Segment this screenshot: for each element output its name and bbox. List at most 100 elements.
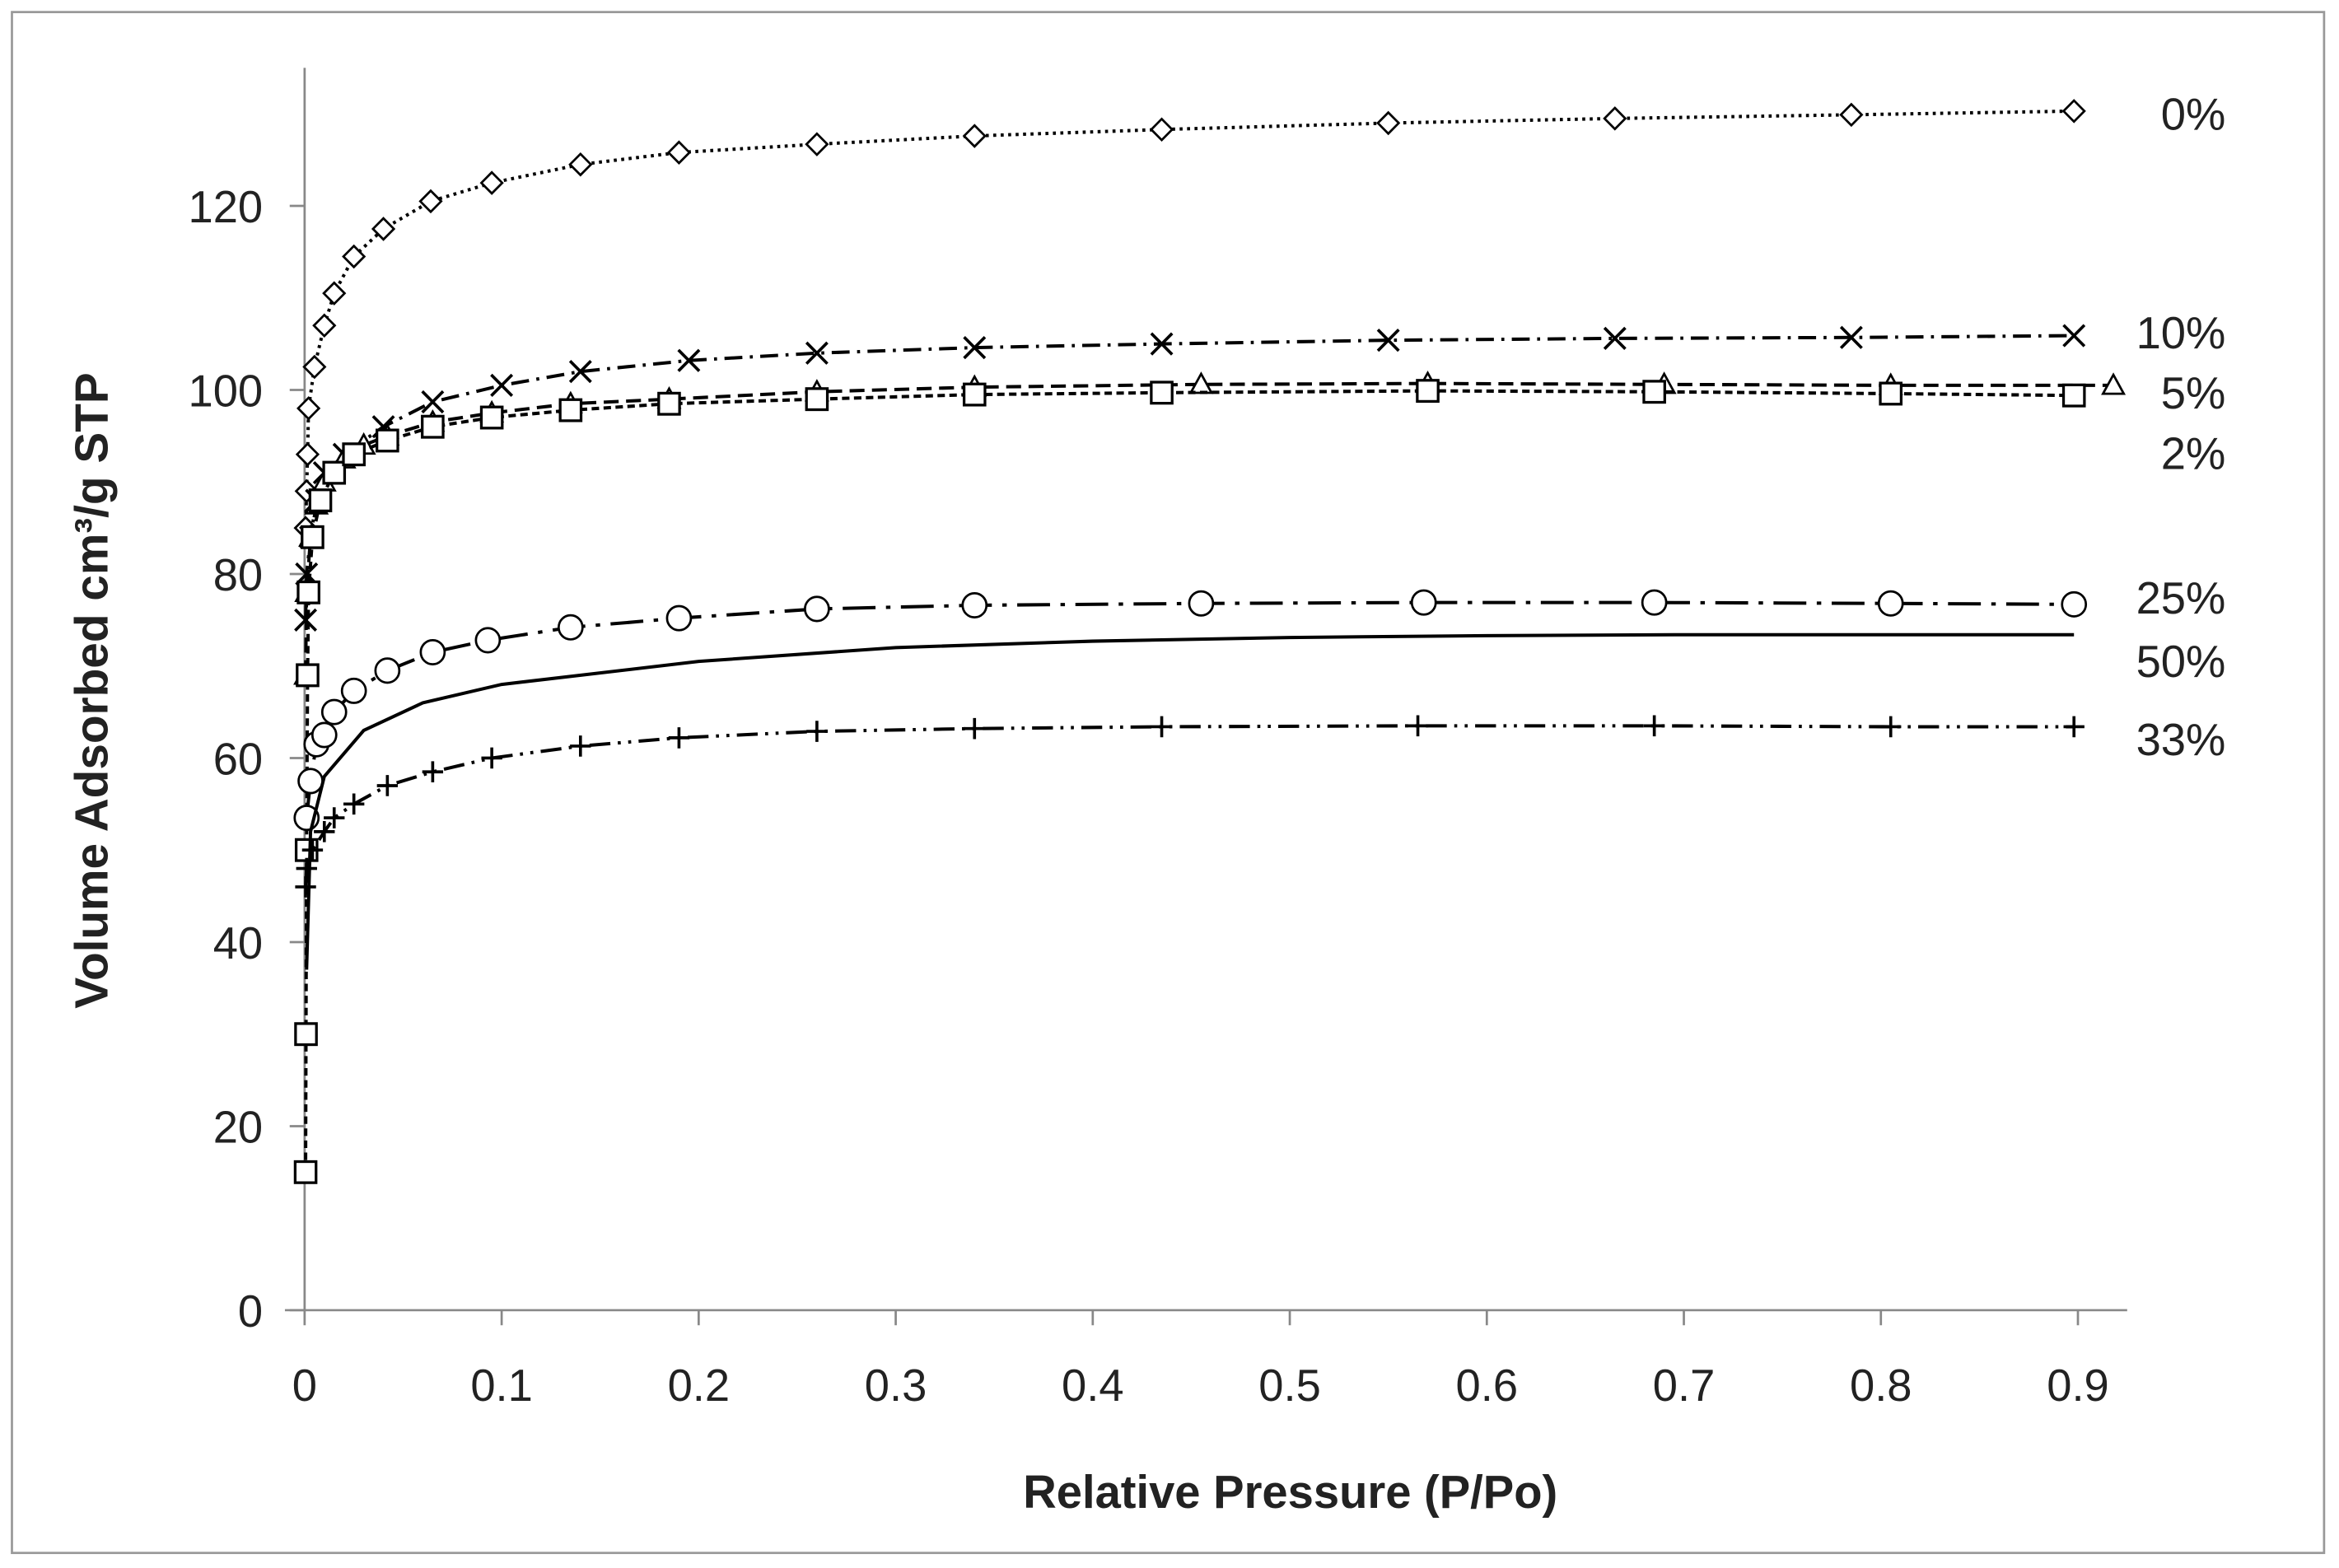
marker: [308, 488, 333, 513]
marker: [312, 313, 337, 338]
marker: [419, 638, 446, 665]
marker: [1410, 589, 1437, 616]
marker: [568, 360, 592, 384]
x-axis-title: Relative Pressure (P/Po): [1023, 1465, 1557, 1517]
y-tick-label: 120: [189, 182, 264, 232]
marker: [371, 217, 396, 241]
y-tick-label: 100: [189, 366, 264, 416]
marker: [1877, 590, 1904, 617]
marker: [962, 124, 987, 148]
series: 25%: [293, 573, 2226, 832]
series-label: 33%: [2136, 715, 2226, 765]
marker: [418, 189, 443, 214]
marker: [296, 663, 320, 688]
marker: [320, 698, 348, 726]
marker: [310, 721, 338, 749]
series-line: [305, 632, 2075, 970]
series-line: [304, 724, 2075, 888]
marker: [474, 627, 502, 654]
marker: [296, 857, 317, 880]
y-tick-label: 40: [213, 918, 263, 968]
marker: [314, 821, 335, 842]
x-tick-label: 0.1: [470, 1360, 533, 1411]
marker: [421, 414, 445, 439]
marker: [490, 373, 514, 398]
marker: [295, 441, 320, 467]
marker: [376, 775, 399, 796]
marker: [1149, 117, 1174, 142]
marker: [806, 721, 828, 742]
chart-frame: [11, 11, 2326, 1555]
marker: [558, 398, 583, 422]
marker: [1407, 715, 1429, 737]
x-tick-label: 0.4: [1062, 1360, 1124, 1411]
y-tick-label: 20: [213, 1102, 263, 1152]
x-tick-label: 0.3: [865, 1360, 927, 1411]
marker: [340, 677, 367, 704]
marker: [961, 591, 988, 618]
x-tick-label: 0: [292, 1360, 317, 1411]
marker: [1151, 716, 1173, 738]
marker: [557, 614, 584, 641]
marker: [1880, 716, 1902, 738]
marker: [1188, 590, 1215, 617]
marker: [1643, 715, 1665, 737]
marker: [1879, 381, 1903, 406]
marker: [805, 387, 829, 412]
series-label: 5%: [2161, 368, 2226, 418]
y-tick-label: 80: [213, 550, 263, 600]
marker: [1642, 380, 1666, 404]
series-label: 2%: [2161, 428, 2226, 478]
marker: [343, 793, 365, 815]
marker: [294, 1022, 318, 1047]
marker: [962, 382, 987, 407]
x-tick-label: 0.7: [1653, 1360, 1716, 1411]
x-tick-label: 0.5: [1258, 1360, 1321, 1411]
marker: [805, 132, 829, 156]
series-label: 0%: [2161, 89, 2226, 139]
x-tick-label: 0.9: [2047, 1360, 2109, 1411]
y-tick-label: 60: [213, 734, 263, 784]
marker: [657, 391, 681, 416]
marker: [481, 747, 502, 769]
x-tick-label: 0.2: [668, 1360, 731, 1411]
marker: [296, 580, 320, 604]
marker: [2101, 372, 2127, 395]
marker: [665, 604, 693, 632]
y-tick-label: 0: [238, 1286, 263, 1337]
series: 33%: [295, 715, 2225, 898]
series-line: [304, 109, 2075, 529]
marker: [479, 405, 504, 430]
marker: [422, 761, 444, 783]
marker: [2062, 324, 2086, 348]
x-tick-label: 0.8: [1850, 1360, 1912, 1411]
marker: [1150, 380, 1174, 405]
series-label: 10%: [2136, 308, 2226, 358]
marker: [2061, 590, 2088, 618]
marker: [570, 735, 591, 757]
marker: [297, 768, 324, 795]
marker: [296, 396, 321, 421]
marker: [295, 876, 316, 898]
marker: [1839, 325, 1863, 349]
marker: [805, 341, 829, 365]
marker: [293, 1160, 318, 1184]
marker: [677, 348, 701, 372]
series: 50%: [305, 632, 2226, 970]
marker: [1416, 379, 1440, 404]
marker: [668, 727, 690, 749]
marker: [1150, 332, 1174, 356]
marker: [479, 170, 504, 195]
marker: [374, 657, 401, 684]
marker: [302, 354, 327, 380]
marker: [376, 428, 399, 453]
series-label: 50%: [2136, 637, 2226, 687]
y-axis-title: Volume Adsorbed cm³/g STP: [66, 372, 118, 1008]
marker: [324, 807, 345, 828]
marker: [2061, 99, 2086, 124]
marker: [1376, 110, 1401, 136]
series-label: 25%: [2136, 573, 2226, 623]
marker: [666, 140, 692, 165]
